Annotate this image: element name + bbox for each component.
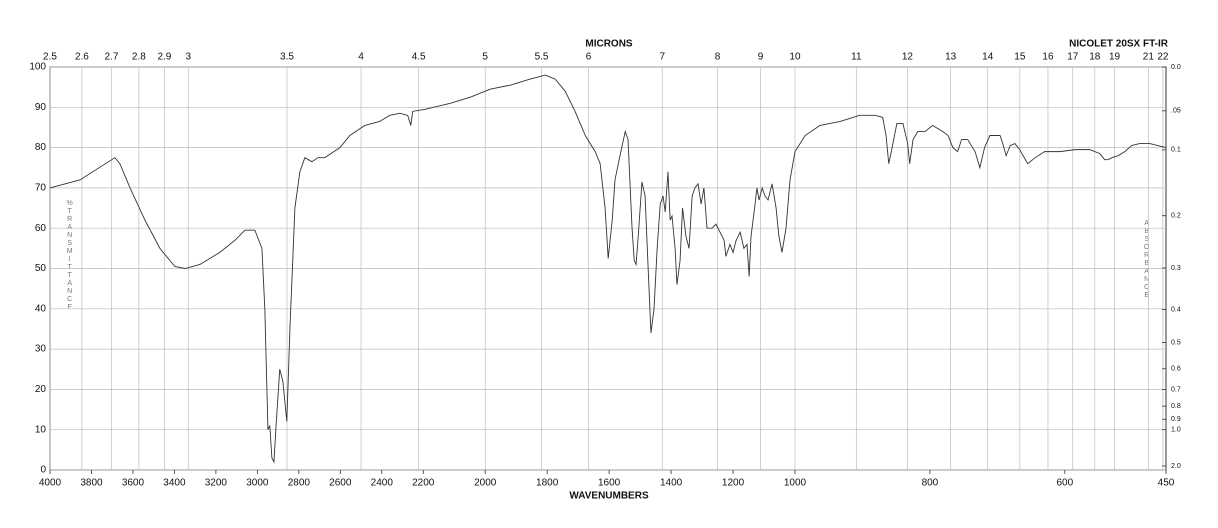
y2-tick-label: 0.3 — [1171, 265, 1181, 272]
x-tick-label: 2800 — [288, 478, 311, 489]
x2-tick-label: 14 — [982, 52, 994, 63]
y2-tick-label: 0.8 — [1171, 403, 1181, 410]
x2-tick-label: 5.5 — [535, 52, 549, 63]
x2-tick-label: 12 — [902, 52, 914, 63]
y-tick-label: 30 — [35, 344, 47, 355]
x-tick-label: 4000 — [39, 478, 62, 489]
x2-tick-label: 10 — [789, 52, 801, 63]
x-tick-label: 1800 — [536, 478, 559, 489]
y-tick-label: 60 — [35, 223, 47, 234]
x-axis-title: WAVENUMBERS — [569, 491, 649, 502]
x2-tick-label: 18 — [1089, 52, 1101, 63]
x2-tick-label: 11 — [851, 52, 862, 63]
x2-tick-label: 8 — [715, 52, 721, 63]
x2-tick-label: 9 — [758, 52, 764, 63]
x2-tick-label: 5 — [482, 52, 488, 63]
x2-tick-label: 4.5 — [412, 52, 426, 63]
y2-tick-label: 0.5 — [1171, 339, 1181, 346]
x-tick-label: 2600 — [329, 478, 352, 489]
x2-tick-label: 19 — [1109, 52, 1121, 63]
x-tick-label: 3200 — [205, 478, 228, 489]
y2-tick-label: 0.0 — [1171, 64, 1181, 71]
y-tick-label: 80 — [35, 142, 47, 153]
micron-axis-title: MICRONS — [585, 39, 633, 50]
x2-tick-label: 15 — [1014, 52, 1026, 63]
x-tick-label: 2000 — [474, 478, 497, 489]
y2-tick-label: 0.1 — [1171, 147, 1181, 154]
x2-tick-label: 2.7 — [104, 52, 118, 63]
x-tick-label: 3000 — [246, 478, 269, 489]
x2-tick-label: 6 — [586, 52, 592, 63]
y-tick-label: 100 — [29, 62, 46, 73]
x-tick-label: 1000 — [784, 478, 807, 489]
y2-tick-label: 0.6 — [1171, 366, 1181, 373]
x2-tick-label: 17 — [1067, 52, 1079, 63]
y-tick-label: 50 — [35, 263, 47, 274]
y-tick-label: 70 — [35, 183, 47, 194]
x-tick-label: 1200 — [722, 478, 745, 489]
y-tick-label: 90 — [35, 102, 47, 113]
spectrum-line — [49, 74, 1167, 464]
y2-tick-label: .05 — [1171, 108, 1181, 115]
x2-tick-label: 13 — [945, 52, 957, 63]
x-tick-label: 2200 — [412, 478, 435, 489]
y-tick-label: 10 — [35, 424, 47, 435]
y2-tick-label: 0.7 — [1171, 386, 1181, 393]
x-tick-label: 3600 — [122, 478, 145, 489]
x2-tick-label: 22 — [1157, 52, 1169, 63]
x2-tick-label: 2.5 — [43, 52, 57, 63]
x2-tick-label: 21 — [1143, 52, 1155, 63]
x-tick-label: 3800 — [80, 478, 103, 489]
x2-tick-label: 3 — [185, 52, 191, 63]
x-tick-label: 1400 — [660, 478, 683, 489]
x2-tick-label: 2.9 — [157, 52, 171, 63]
y2-tick-label: 1.0 — [1171, 427, 1181, 434]
x-tick-label: 3400 — [163, 478, 186, 489]
x-tick-label: 800 — [922, 478, 939, 489]
x2-tick-label: 2.6 — [75, 52, 89, 63]
x-tick-label: 2400 — [371, 478, 394, 489]
x-tick-label: 1600 — [598, 478, 621, 489]
x-tick-label: 450 — [1158, 478, 1175, 489]
y2-tick-label: 0.4 — [1171, 306, 1181, 313]
x2-tick-label: 2.8 — [132, 52, 146, 63]
y-tick-label: 0 — [40, 465, 46, 476]
x2-tick-label: 3.5 — [280, 52, 294, 63]
y-tick-label: 20 — [35, 384, 47, 395]
chart-title: NICOLET 20SX FT-IR — [1069, 39, 1169, 50]
x-tick-label: 600 — [1056, 478, 1073, 489]
y-axis-title: %TRANSMITTANCE — [66, 200, 73, 312]
x2-tick-label: 4 — [358, 52, 364, 63]
y2-tick-label: 0.9 — [1171, 416, 1181, 423]
y2-axis-title: ABSORBANCE — [1143, 220, 1150, 300]
x2-tick-label: 7 — [659, 52, 665, 63]
y2-tick-label: 2.0 — [1171, 463, 1181, 470]
y-tick-label: 40 — [35, 303, 47, 314]
y2-tick-label: 0.2 — [1171, 213, 1181, 220]
x2-tick-label: 16 — [1042, 52, 1054, 63]
